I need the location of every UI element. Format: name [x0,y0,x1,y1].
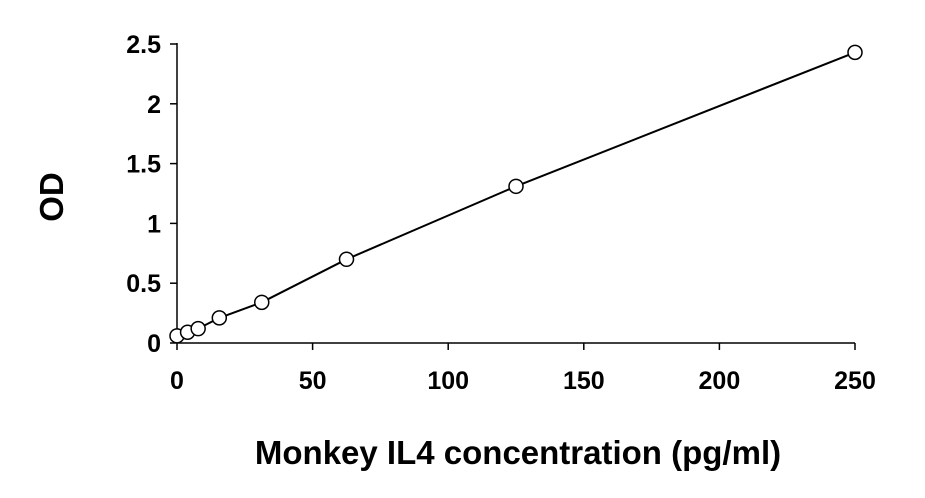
data-point [508,178,524,195]
data-point [190,320,206,337]
x-tick-label: 200 [699,367,741,395]
data-point [254,294,270,311]
y-tick-label: 1.5 [126,151,161,179]
y-axis-title: OD [33,172,70,222]
y-tick-label: 0 [147,330,161,358]
y-tick-label: 1 [147,210,161,238]
data-point [338,251,355,268]
y-tick-label: 2.5 [126,31,161,59]
y-tick-label: 2 [147,91,161,119]
axes [170,43,856,350]
x-tick-label: 100 [427,367,469,395]
data-point [847,44,863,61]
x-axis-title: Monkey IL4 concentration (pg/ml) [255,434,781,471]
trendline [176,51,856,337]
data-points [169,44,863,344]
y-tick-labels: 0 0.5 1 1.5 2 2.5 [126,31,161,358]
x-tick-label: 0 [170,367,184,395]
x-tick-labels: 0 50 100 150 200 250 [170,367,876,395]
x-tick-label: 150 [563,367,605,395]
x-tick-label: 50 [299,367,327,395]
data-point [211,310,228,326]
x-tick-label: 250 [834,367,876,395]
trendline-group [176,51,856,337]
y-tick-label: 0.5 [126,270,161,298]
